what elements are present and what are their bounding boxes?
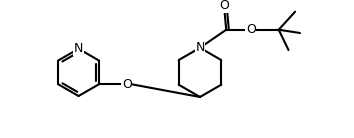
Text: O: O — [122, 78, 132, 91]
Text: O: O — [219, 0, 229, 12]
Text: N: N — [195, 41, 205, 54]
Text: O: O — [246, 23, 256, 36]
Text: N: N — [74, 42, 83, 55]
